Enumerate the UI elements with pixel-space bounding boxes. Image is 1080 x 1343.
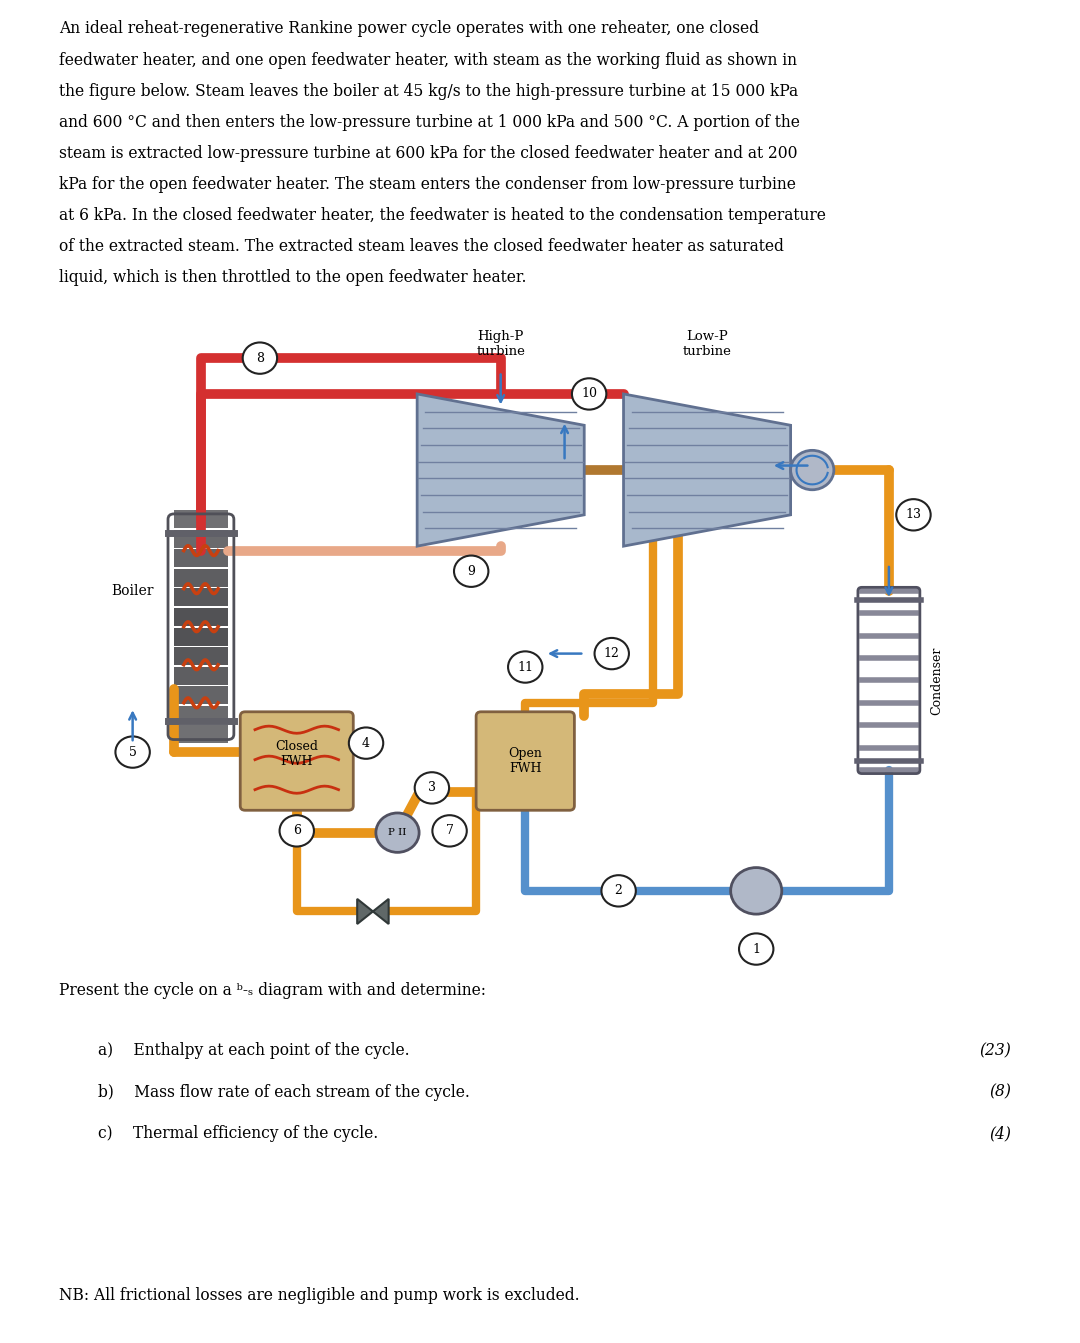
Text: NB: All frictional losses are negligible and pump work is excluded.: NB: All frictional losses are negligible… xyxy=(59,1287,580,1304)
Polygon shape xyxy=(417,393,584,547)
Text: High-P
turbine: High-P turbine xyxy=(476,330,525,359)
Text: 1: 1 xyxy=(752,943,760,956)
Text: and 600 °C and then enters the low-pressure turbine at 1 000 kPa and 500 °C. A p: and 600 °C and then enters the low-press… xyxy=(59,114,800,130)
Text: 2: 2 xyxy=(615,884,622,897)
Text: Low-P
turbine: Low-P turbine xyxy=(683,330,731,359)
Polygon shape xyxy=(373,898,389,924)
Text: Condenser: Condenser xyxy=(931,646,944,714)
Circle shape xyxy=(280,815,314,846)
Text: c)  Thermal efficiency of the cycle.: c) Thermal efficiency of the cycle. xyxy=(98,1125,378,1142)
Text: Boiler: Boiler xyxy=(111,584,154,598)
Circle shape xyxy=(791,450,834,490)
Circle shape xyxy=(602,876,636,907)
Text: (8): (8) xyxy=(989,1084,1011,1100)
Text: 6: 6 xyxy=(293,825,300,838)
Circle shape xyxy=(896,500,931,530)
Text: b)  Mass flow rate of each stream of the cycle.: b) Mass flow rate of each stream of the … xyxy=(98,1084,470,1100)
Circle shape xyxy=(432,815,467,846)
Circle shape xyxy=(415,772,449,803)
Text: P I: P I xyxy=(747,936,765,948)
Text: 13: 13 xyxy=(905,508,921,521)
Text: at 6 kPa. In the closed feedwater heater, the feedwater is heated to the condens: at 6 kPa. In the closed feedwater heater… xyxy=(59,207,826,224)
Text: (4): (4) xyxy=(989,1125,1011,1142)
Text: 8: 8 xyxy=(256,352,264,365)
Text: 5: 5 xyxy=(129,745,136,759)
Polygon shape xyxy=(623,393,791,547)
Text: liquid, which is then throttled to the open feedwater heater.: liquid, which is then throttled to the o… xyxy=(59,270,527,286)
Circle shape xyxy=(731,868,782,915)
Text: 9: 9 xyxy=(468,564,475,577)
Text: the figure below. Steam leaves the boiler at 45 kg/s to the high-pressure turbin: the figure below. Steam leaves the boile… xyxy=(59,83,798,99)
Circle shape xyxy=(595,638,629,669)
Circle shape xyxy=(116,736,150,768)
Text: feedwater heater, and one open feedwater heater, with steam as the working fluid: feedwater heater, and one open feedwater… xyxy=(59,51,797,68)
Circle shape xyxy=(243,342,278,373)
FancyBboxPatch shape xyxy=(476,712,575,810)
Text: 10: 10 xyxy=(581,387,597,400)
Text: P II: P II xyxy=(389,829,407,837)
Text: Present the cycle on a ᵇ-ₛ diagram with and determine:: Present the cycle on a ᵇ-ₛ diagram with … xyxy=(59,982,486,999)
Text: Open
FWH: Open FWH xyxy=(509,747,542,775)
Text: An ideal reheat-regenerative Rankine power cycle operates with one reheater, one: An ideal reheat-regenerative Rankine pow… xyxy=(59,20,759,38)
Text: (23): (23) xyxy=(980,1042,1011,1060)
Circle shape xyxy=(454,556,488,587)
FancyBboxPatch shape xyxy=(240,712,353,810)
Circle shape xyxy=(572,379,606,410)
Text: of the extracted steam. The extracted steam leaves the closed feedwater heater a: of the extracted steam. The extracted st… xyxy=(59,238,784,255)
Text: steam is extracted low-pressure turbine at 600 kPa for the closed feedwater heat: steam is extracted low-pressure turbine … xyxy=(59,145,798,163)
Text: 12: 12 xyxy=(604,647,620,661)
Text: Closed
FWH: Closed FWH xyxy=(275,740,319,768)
Text: 7: 7 xyxy=(446,825,454,838)
Text: a)  Enthalpy at each point of the cycle.: a) Enthalpy at each point of the cycle. xyxy=(98,1042,409,1060)
Circle shape xyxy=(739,933,773,964)
Circle shape xyxy=(349,728,383,759)
Circle shape xyxy=(508,651,542,682)
Polygon shape xyxy=(357,898,373,924)
Text: 11: 11 xyxy=(517,661,534,674)
Text: kPa for the open feedwater heater. The steam enters the condenser from low-press: kPa for the open feedwater heater. The s… xyxy=(59,176,796,193)
Text: 3: 3 xyxy=(428,782,436,795)
Text: 4: 4 xyxy=(362,736,370,749)
Circle shape xyxy=(376,813,419,853)
